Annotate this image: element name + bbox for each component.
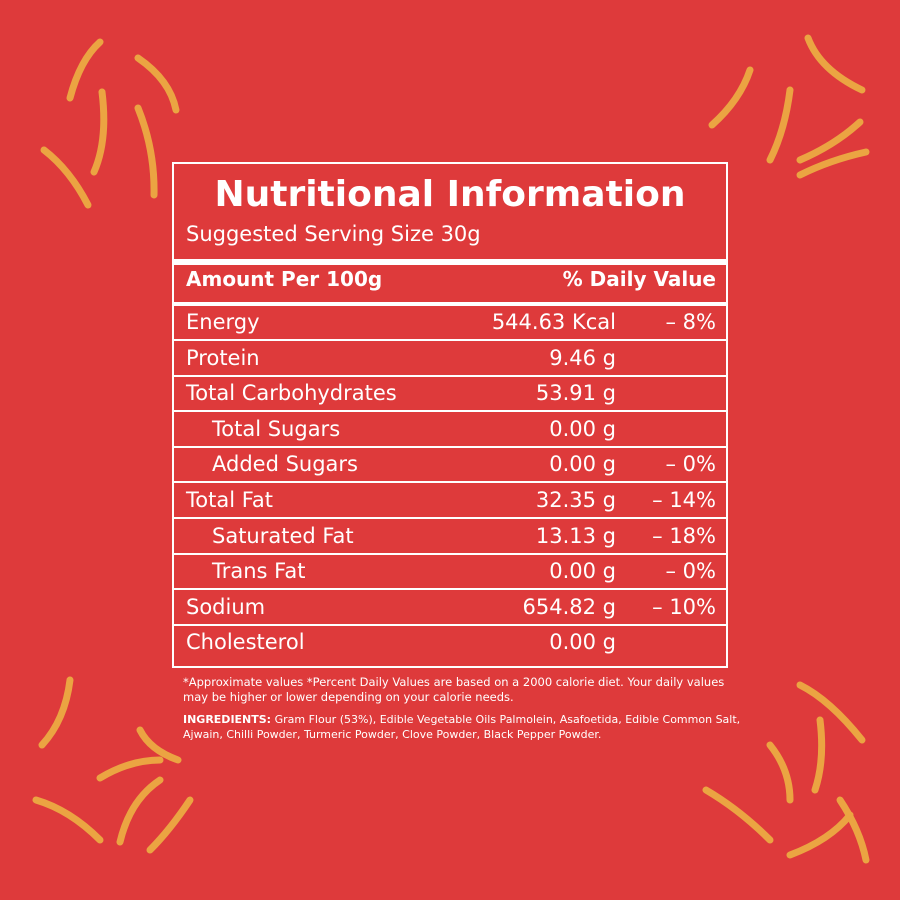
row-divider [174, 445, 726, 448]
nutrient-amount: 32.35 g [535, 488, 616, 512]
ingredients: INGREDIENTS: Gram Flour (53%), Edible Ve… [183, 712, 743, 742]
header-amount: Amount Per 100g [186, 267, 383, 291]
nutrient-row: Protein 9.46 g [174, 342, 726, 377]
nutrient-name: Energy [186, 310, 260, 334]
row-divider [174, 481, 726, 484]
row-divider [174, 339, 726, 341]
nutrient-row: Total Fat 32.35 g – 14% [174, 484, 726, 519]
nutrient-row: Added Sugars 0.00 g – 0% [174, 448, 726, 484]
nutrient-daily-value: – 14% [652, 488, 716, 512]
nutrient-row: Cholesterol 0.00 g [174, 626, 726, 661]
serving-size: Suggested Serving Size 30g [186, 222, 481, 246]
nutrient-amount: 544.63 Kcal [491, 310, 616, 334]
nutrient-amount: 53.91 g [535, 381, 616, 406]
row-divider [174, 410, 726, 413]
nutrient-name: Added Sugars [212, 452, 358, 477]
nutrient-daily-value: – 18% [652, 523, 716, 548]
footnote: *Approximate values *Percent Daily Value… [183, 675, 725, 704]
nutrient-amount: 0.00 g [549, 559, 616, 584]
nutrient-daily-value: – 0% [665, 452, 717, 477]
ingredients-text: Gram Flour (53%), Edible Vegetable Oils … [183, 713, 741, 741]
row-divider [174, 517, 726, 519]
ingredients-label: INGREDIENTS: [183, 713, 272, 726]
header-daily-value: % Daily Value [562, 267, 716, 291]
nutrient-amount: 9.46 g [549, 345, 616, 370]
title: Nutritional Information [214, 174, 686, 215]
snack-decoration [32, 34, 870, 864]
nutrient-amount: 13.13 g [535, 523, 616, 548]
nutrient-row: Trans Fat 0.00 g – 0% [174, 555, 726, 591]
nutrient-amount: 0.00 g [549, 630, 616, 655]
row-divider [174, 374, 726, 377]
nutrient-row: Total Carbohydrates 53.91 g [174, 377, 726, 413]
nutrient-name: Trans Fat [212, 559, 306, 584]
nutrient-name: Total Carbohydrates [186, 381, 397, 406]
nutrient-name: Total Sugars [212, 416, 341, 441]
nutrient-name: Protein [186, 345, 260, 370]
nutrient-row: Sodium 654.82 g – 10% [174, 591, 726, 626]
divider [174, 302, 726, 306]
divider [174, 259, 726, 265]
nutrient-row: Total Sugars 0.00 g [174, 413, 726, 448]
nutrient-row: Saturated Fat 13.13 g – 18% [174, 520, 726, 555]
nutrient-name: Saturated Fat [212, 523, 354, 548]
nutrition-label: Nutritional Information Suggested Servin… [172, 162, 728, 668]
nutrient-name: Total Fat [186, 488, 273, 512]
nutrient-name: Cholesterol [186, 630, 305, 655]
nutrient-daily-value: – 10% [652, 594, 716, 619]
nutrient-amount: 654.82 g [522, 594, 617, 619]
row-divider [174, 623, 726, 626]
nutrient-daily-value: – 8% [665, 310, 717, 334]
nutrient-row: Energy 544.63 Kcal – 8% [174, 306, 726, 341]
nutrient-daily-value: – 0% [665, 559, 717, 584]
nutrient-amount: 0.00 g [549, 452, 616, 477]
nutrient-name: Sodium [186, 594, 266, 619]
row-divider [174, 588, 726, 591]
nutrient-amount: 0.00 g [549, 416, 616, 441]
row-divider [174, 552, 726, 555]
